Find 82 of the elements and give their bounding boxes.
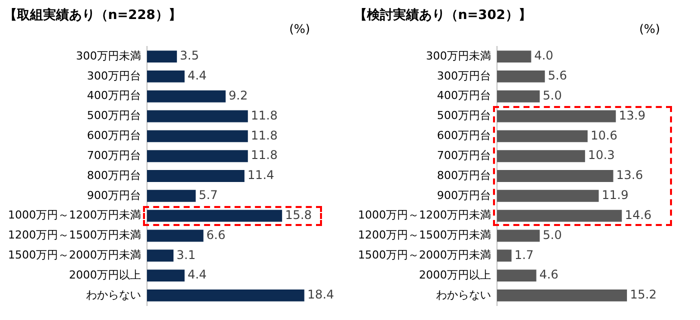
data-label: 5.0 [542,228,562,242]
bar [496,190,599,202]
data-label: 11.8 [250,148,278,162]
bar [496,110,616,122]
bar [146,230,204,242]
y-tick-label: 1500万円～2000万円未満 [358,248,491,262]
y-tick-label: わからない [436,288,491,302]
bar [496,250,512,262]
y-tick-label: 400万円台 [436,89,491,102]
bar [496,210,622,222]
y-tick-label: 300万円未満 [426,49,491,62]
data-label: 5.7 [198,188,218,202]
y-tick-label: 2000万円以上 [418,268,491,282]
y-tick-label: 800万円台 [86,168,141,182]
bar [496,270,536,282]
data-label: 13.9 [618,108,646,122]
bar [146,190,196,202]
y-tick-label: 500万円台 [86,109,141,122]
bar [146,90,226,102]
bar [496,170,614,182]
bar [146,110,248,122]
data-label: 10.6 [590,128,618,142]
bar [146,170,244,182]
bar [496,70,545,82]
chart-title: 【検討実績あり（n=302）】 [354,6,532,24]
y-tick-label: 300万円未満 [76,49,141,62]
data-label: 4.4 [188,268,207,282]
y-tick-label: 700万円台 [86,148,141,162]
bar [496,50,532,63]
data-label: 6.6 [206,228,226,242]
y-tick-label: 300万円台 [436,69,491,82]
y-tick-label: 1000万円～1200万円未満 [358,208,491,222]
data-label: 13.6 [616,168,643,182]
bar [496,130,588,142]
bar [146,250,174,262]
bar [496,289,627,302]
y-tick-label: 1000万円～1200万円未満 [8,208,141,222]
data-label: 9.2 [228,88,248,102]
y-tick-label: 700万円台 [436,148,491,162]
bar [146,150,248,162]
data-label: 3.5 [180,48,200,63]
data-label: 3.1 [176,248,196,262]
text: (%) [639,22,660,36]
y-tick-label: 900万円台 [86,188,141,202]
bar [146,50,177,63]
y-tick-label: 400万円台 [86,89,141,102]
y-tick-label: 500万円台 [436,109,491,122]
data-label: 15.2 [630,288,657,302]
bar [146,270,185,282]
data-label: 14.6 [624,208,652,222]
y-tick-label: 300万円台 [86,69,141,82]
text: (%) [289,22,310,36]
bar [146,210,282,222]
bar [496,150,586,162]
y-tick-label: 900万円台 [436,188,491,202]
bar [146,130,248,142]
bar [496,230,540,242]
data-label: 4.4 [188,68,207,83]
y-tick-label: 600万円台 [436,129,491,142]
data-label: 15.8 [285,208,312,222]
y-tick-label: 800万円台 [436,168,491,182]
y-tick-label: 1200万円～1500万円未満 [358,228,491,242]
data-label: 11.8 [250,108,278,122]
y-tick-label: 600万円台 [86,129,141,142]
bar [496,90,540,102]
data-label: 4.0 [534,48,554,63]
chart-title: 【取組実績あり（n=228）】 [4,6,182,24]
data-label: 11.4 [247,168,274,182]
bar [146,289,304,302]
data-label: 4.6 [539,268,558,282]
data-label: 5.6 [548,68,567,83]
bar [146,70,185,82]
data-label: 5.0 [542,88,562,102]
y-tick-label: 1200万円～1500万円未満 [8,228,141,242]
data-label: 1.7 [514,248,534,262]
y-tick-label: 1500万円～2000万円未満 [8,248,141,262]
data-label: 11.8 [250,128,278,142]
y-tick-label: わからない [86,288,141,302]
data-label: 18.4 [307,288,334,302]
data-label: 11.9 [602,188,628,202]
data-label: 10.3 [588,148,615,162]
y-tick-label: 2000万円以上 [68,268,141,282]
